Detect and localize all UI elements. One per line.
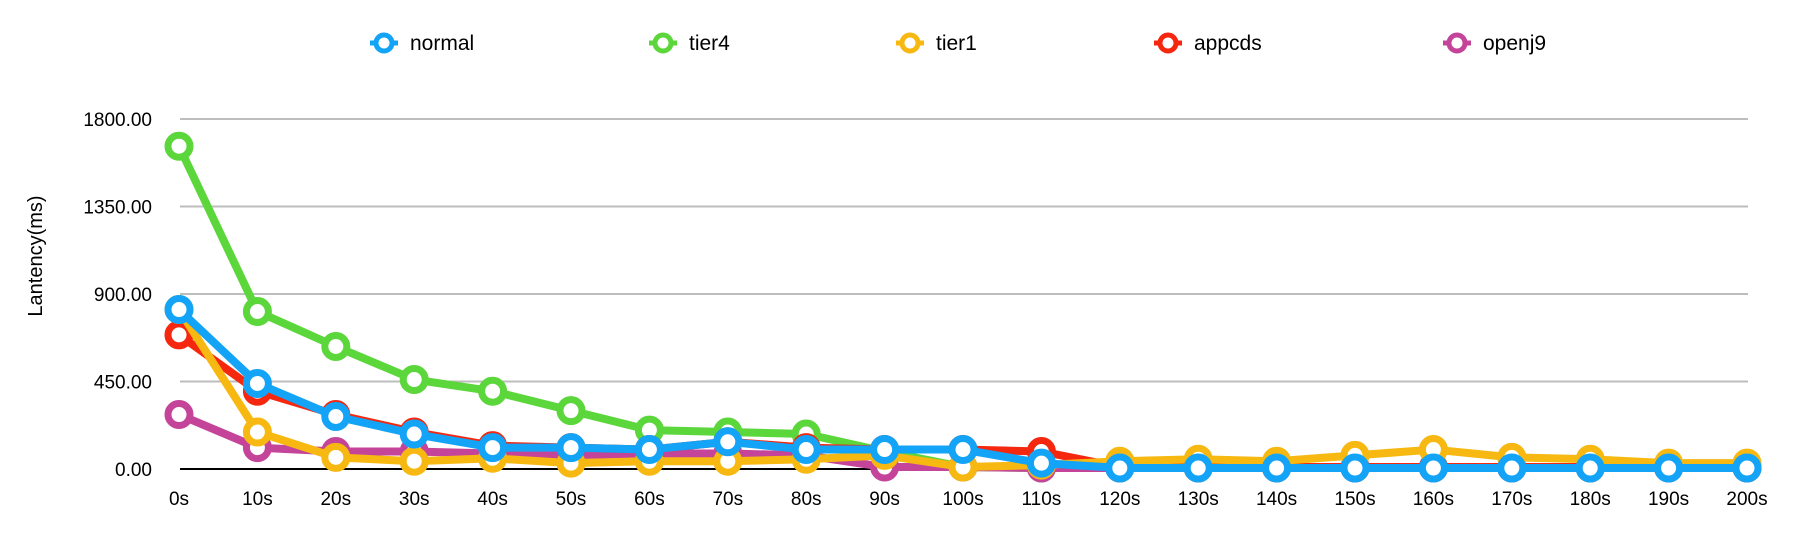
data-point-normal xyxy=(1026,448,1056,478)
x-tick-label: 180s xyxy=(1570,489,1611,510)
x-tick-label: 140s xyxy=(1256,489,1297,510)
x-tick-label: 190s xyxy=(1648,489,1689,510)
x-tick-label: 130s xyxy=(1178,489,1219,510)
data-point-normal xyxy=(1575,453,1605,483)
legend-item-tier1: tier1 xyxy=(896,32,977,55)
data-point-normal xyxy=(634,435,664,465)
data-point-normal xyxy=(1654,453,1684,483)
data-point-tier4 xyxy=(242,297,272,326)
x-tick-label: 20s xyxy=(320,489,351,510)
x-tick-label: 160s xyxy=(1413,489,1454,510)
x-tick-label: 120s xyxy=(1099,489,1140,510)
x-tick-label: 40s xyxy=(477,489,508,510)
data-point-tier4 xyxy=(556,396,586,426)
data-point-normal xyxy=(321,402,351,431)
data-point-normal xyxy=(1497,453,1527,483)
data-point-normal xyxy=(399,419,429,449)
data-point-tier1 xyxy=(242,417,272,447)
legend-circle-marker xyxy=(1157,32,1179,54)
data-point-normal xyxy=(791,435,821,465)
data-point-normal xyxy=(478,433,508,463)
legend-circle-marker xyxy=(899,32,921,54)
y-axis-tick-labels: 0.00 450.00 900.00 1350.00 1800.00 xyxy=(83,110,152,481)
data-point-normal xyxy=(870,435,900,465)
data-point-normal xyxy=(1105,453,1135,483)
x-tick-label: 30s xyxy=(399,489,430,510)
x-tick-label: 100s xyxy=(942,489,983,510)
x-tick-label: 200s xyxy=(1726,489,1767,510)
data-point-normal xyxy=(556,433,586,463)
y-tick-label: 900.00 xyxy=(94,285,152,306)
data-point-openj9 xyxy=(164,400,194,430)
y-axis-title: Lantency(ms) xyxy=(25,195,47,316)
legend-label: appcds xyxy=(1194,32,1262,55)
legend-label: openj9 xyxy=(1483,32,1546,55)
data-point-normal xyxy=(1262,453,1292,483)
gridlines xyxy=(180,118,1748,470)
x-tick-label: 70s xyxy=(712,489,743,510)
data-point-tier1 xyxy=(399,446,429,476)
data-point-tier4 xyxy=(164,131,194,161)
data-point-normal xyxy=(242,368,272,398)
x-tick-label: 90s xyxy=(869,489,900,510)
legend-item-appcds: appcds xyxy=(1154,32,1262,55)
legend-label: tier1 xyxy=(936,32,977,55)
legend-item-tier4: tier4 xyxy=(649,32,730,55)
y-tick-label: 450.00 xyxy=(94,373,152,394)
x-tick-label: 170s xyxy=(1491,489,1532,510)
y-tick-label: 1350.00 xyxy=(83,198,152,219)
data-point-normal xyxy=(948,435,978,465)
series-layer xyxy=(164,131,1762,483)
x-tick-label: 150s xyxy=(1334,489,1375,510)
legend-item-openj9: openj9 xyxy=(1443,32,1546,55)
data-point-tier4 xyxy=(321,332,351,361)
x-tick-label: 110s xyxy=(1022,489,1062,510)
y-tick-label: 0.00 xyxy=(115,460,152,481)
data-point-tier4 xyxy=(478,376,508,406)
data-point-normal xyxy=(1418,453,1448,483)
legend-circle-marker xyxy=(652,32,674,54)
x-tick-label: 10s xyxy=(242,489,273,510)
data-point-normal xyxy=(164,295,194,325)
data-point-normal xyxy=(1183,453,1213,483)
x-tick-label: 60s xyxy=(634,489,665,510)
x-tick-label: 0s xyxy=(169,489,189,510)
data-point-normal xyxy=(1732,453,1762,483)
x-tick-label: 80s xyxy=(791,489,822,510)
legend-item-normal: normal xyxy=(370,32,474,55)
legend-label: normal xyxy=(410,32,474,55)
data-point-tier1 xyxy=(321,442,351,472)
legend-label: tier4 xyxy=(689,32,730,55)
data-point-normal xyxy=(1340,453,1370,483)
x-axis-tick-labels: 0s 10s 20s 30s 40s 50s 60s 70s 80s 90s 100s 110s 120… xyxy=(169,489,1768,510)
data-point-tier4 xyxy=(399,365,429,395)
legend-circle-marker xyxy=(373,32,395,54)
data-point-normal xyxy=(713,427,743,457)
y-tick-label: 1800.00 xyxy=(83,110,152,131)
series-normal xyxy=(164,295,1762,483)
x-tick-label: 50s xyxy=(556,489,587,510)
legend: normal tier4 tier1 appcds openj9 xyxy=(370,32,1546,55)
legend-circle-marker xyxy=(1446,32,1468,54)
